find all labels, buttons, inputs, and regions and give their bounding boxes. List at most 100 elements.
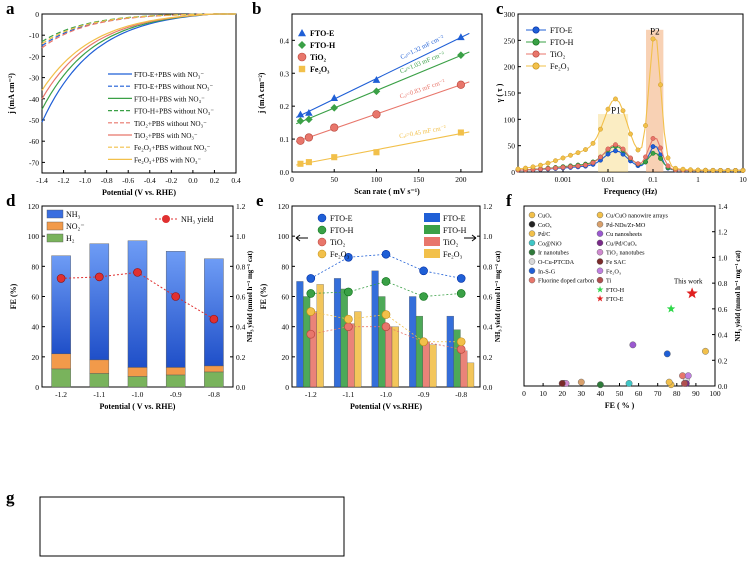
yield-point: [344, 287, 353, 297]
data-point: [553, 165, 558, 171]
data-point: [545, 160, 551, 166]
legend-label: TiO₂: [550, 50, 566, 59]
y2-tick-label: 0.4: [483, 323, 493, 332]
data-point: [372, 87, 381, 96]
x-tick-label: 0.2: [210, 176, 220, 185]
panel-d: 0 20 40 60 80 100 120 0.0 0.2 0.4 0.6 0.8 1.0 1.2 -1.2…: [9, 202, 254, 411]
legend-label: Fe₂O₃+PBS without NO₃⁻: [134, 144, 211, 152]
y2-tick-label: 0.0: [236, 383, 246, 392]
data-point: [590, 160, 596, 166]
legend-marker: [532, 50, 540, 58]
data-point: [628, 131, 633, 137]
data-point: [330, 94, 339, 101]
x-tick-label: -1.2: [55, 390, 67, 399]
legend-label: Fe₂O₃: [606, 268, 621, 275]
legend-label: Fe SAC: [606, 259, 626, 266]
legend-label: Fe₂O₃: [330, 250, 350, 259]
data-point: [568, 152, 573, 158]
data-point: [538, 162, 543, 168]
capacitance-label: Cₑₗ=0.83 mF cm⁻²: [399, 78, 446, 100]
data-point: [577, 378, 585, 386]
bar: [446, 315, 454, 388]
y-axis-label: γ ( τ ): [495, 83, 504, 103]
legend-marker: [298, 29, 306, 37]
legend-label: Pd-NDs/Zr-MO: [606, 222, 646, 229]
legend-label: O-Cu-PTCDA: [538, 259, 575, 266]
x-tick-label: 60: [635, 389, 643, 398]
yield-point: [95, 272, 104, 282]
data-point: [650, 36, 656, 42]
y2-tick-label: 0.8: [236, 262, 246, 271]
legend-label: TiO₂+PBS with NO₃⁻: [134, 132, 198, 140]
data-point: [598, 154, 603, 160]
legend-marker: [596, 267, 604, 274]
data-point: [297, 160, 304, 167]
y2-axis-label: NH₃ yield (mmol h⁻¹ mg⁻¹ cat): [494, 250, 502, 342]
legend-marker: [317, 225, 327, 235]
stacked-bar-segment: [127, 240, 148, 368]
legend-marker: [528, 258, 536, 265]
data-point: [590, 140, 596, 146]
fit-line: [295, 32, 470, 119]
legend-label: FTO-H: [330, 226, 354, 235]
x-tick-label: -1.1: [342, 390, 354, 399]
y2-tick-label: 1.2: [483, 202, 493, 211]
series-line: [41, 13, 236, 91]
y-tick-label: 100: [28, 232, 40, 241]
data-point: [613, 148, 618, 154]
legend-label: FTO-H: [443, 226, 467, 235]
data-point: [373, 149, 380, 156]
data-point: [605, 106, 611, 112]
legend-swatch: [46, 221, 64, 231]
legend-swatch: [424, 237, 440, 246]
legend-marker: [528, 267, 536, 274]
y-tick-label: 200: [504, 63, 516, 72]
yield-point: [381, 322, 391, 331]
y-tick-label: -40: [29, 95, 39, 104]
legend-label: Fe₂O₃: [310, 65, 330, 74]
stacked-bar-segment: [89, 359, 110, 374]
y2-tick-label: 0.2: [483, 353, 493, 362]
y-tick-label: 1.0: [718, 253, 728, 262]
legend-label: Cu/Pd/CuOₓ: [606, 240, 637, 247]
x-tick-label: 1: [696, 175, 700, 184]
legend-label: TiO₂: [443, 238, 459, 247]
bar: [385, 326, 393, 388]
yield-point: [306, 329, 316, 339]
x-tick-label: -1.0: [132, 390, 144, 399]
bar: [333, 278, 342, 388]
data-point: [620, 108, 626, 114]
data-point: [629, 341, 637, 349]
y-tick-label: -10: [29, 31, 39, 40]
data-point: [702, 347, 709, 355]
x-tick-label: 0: [290, 175, 294, 184]
x-tick-label: 20: [558, 389, 566, 398]
data-point: [718, 167, 723, 173]
legend-label: Ir nanotubes: [538, 250, 569, 257]
legend-marker: [532, 26, 540, 34]
star-point: [686, 287, 698, 299]
y-tick-label: 80: [32, 262, 40, 271]
data-point: [635, 161, 641, 167]
legend-label: FTO-E: [310, 29, 334, 38]
data-point: [523, 165, 528, 171]
data-point: [650, 144, 656, 149]
data-point: [710, 167, 716, 173]
y2-tick-label: 0.0: [483, 383, 493, 392]
x-tick-label: 0.001: [555, 175, 572, 184]
stacked-bar-segment: [127, 376, 148, 388]
x-tick-label: -0.6: [122, 176, 134, 185]
x-tick-label: 10: [539, 389, 547, 398]
x-tick-label: 150: [413, 175, 425, 184]
data-point: [703, 167, 708, 173]
yield-point: [419, 266, 428, 276]
stacked-bar-segment: [165, 251, 186, 368]
data-point: [605, 151, 611, 157]
legend-label: TiO₂: [310, 53, 327, 62]
star-point: [666, 304, 676, 313]
bar: [409, 296, 417, 388]
y-tick-label: 1.2: [718, 228, 728, 237]
yield-point: [456, 337, 466, 347]
legend-swatch: [46, 209, 64, 219]
legend-marker: [317, 213, 327, 223]
